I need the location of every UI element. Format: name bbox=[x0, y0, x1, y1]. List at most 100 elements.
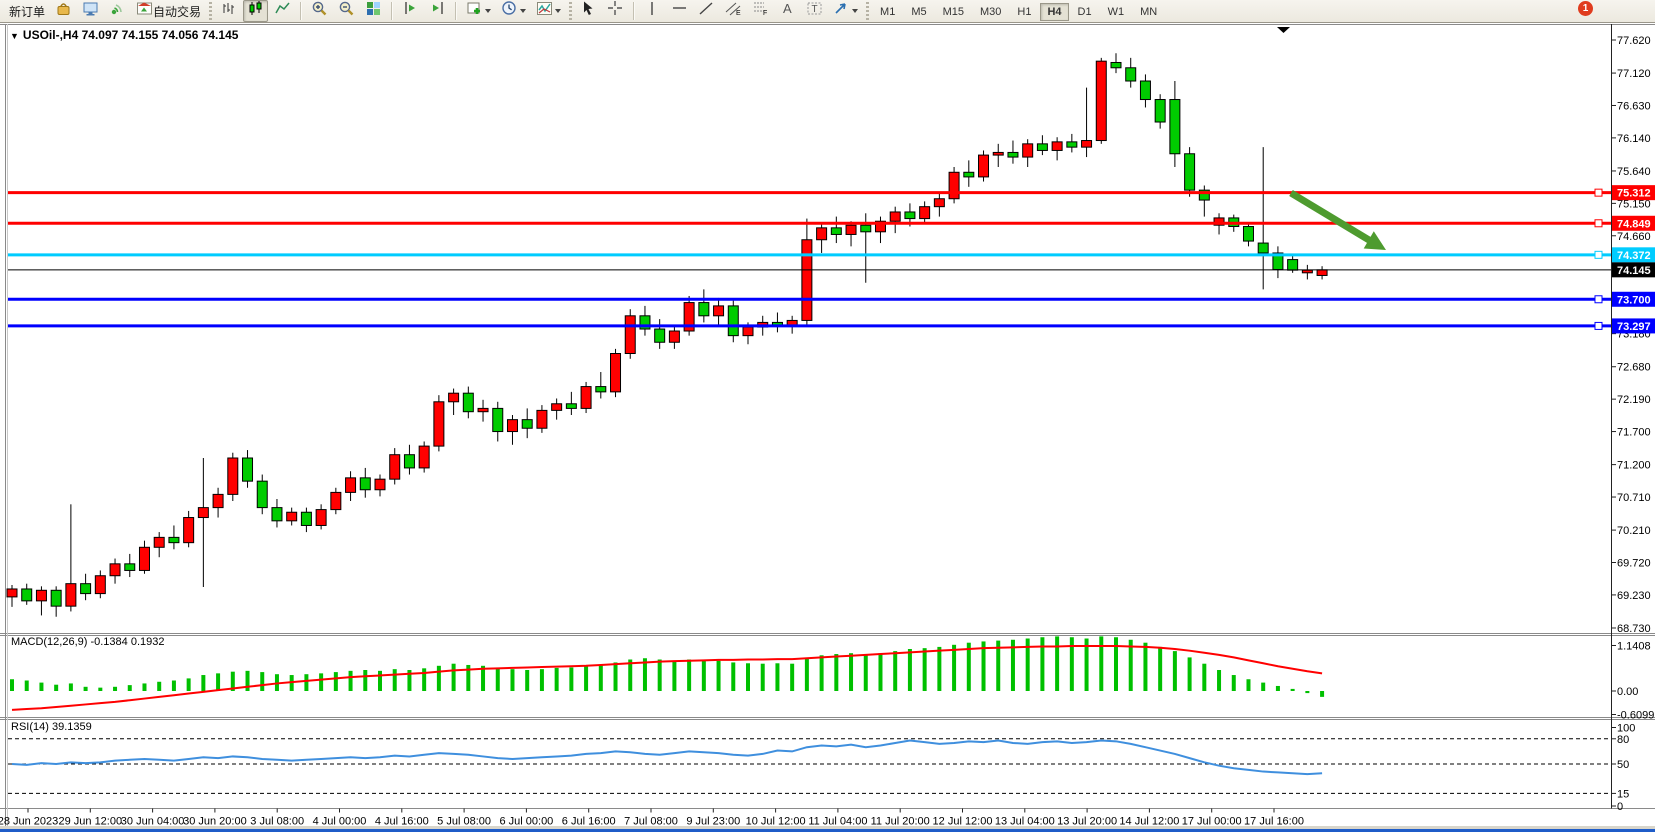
candle-body bbox=[506, 419, 518, 433]
toolbar-separator bbox=[633, 2, 636, 20]
timeframe-M15[interactable]: M15 bbox=[942, 6, 964, 18]
candle-body bbox=[1184, 153, 1196, 191]
level-line-handle bbox=[1594, 321, 1603, 330]
time-label: 13 Jul 20:00 bbox=[1057, 816, 1117, 828]
timeframe-H1[interactable]: H1 bbox=[1017, 6, 1032, 18]
fibonacci-button[interactable]: F bbox=[748, 0, 773, 22]
tile-windows-button[interactable] bbox=[361, 0, 386, 22]
timeframe-D1[interactable]: D1 bbox=[1077, 6, 1092, 18]
timeframe-H4[interactable]: H4 bbox=[1040, 3, 1069, 21]
candle-body bbox=[138, 546, 150, 571]
candle-body bbox=[1139, 80, 1151, 101]
indicators-button[interactable] bbox=[532, 0, 565, 22]
macd-signal-line bbox=[11, 645, 1323, 711]
chart-shift-button[interactable] bbox=[398, 0, 423, 22]
candle-body bbox=[565, 403, 577, 409]
timeframe-M30[interactable]: M30 bbox=[980, 6, 1002, 18]
timeframe-W1[interactable]: W1 bbox=[1107, 6, 1125, 18]
candlestick-chart-icon bbox=[247, 0, 264, 22]
macd-bar bbox=[760, 663, 765, 691]
candle-body bbox=[1110, 61, 1122, 69]
time-label: 9 Jul 23:00 bbox=[686, 816, 740, 828]
market-button[interactable] bbox=[51, 0, 76, 22]
candle-body bbox=[300, 511, 312, 526]
timeframe-MN[interactable]: MN bbox=[1140, 6, 1158, 18]
text-label-icon: T bbox=[806, 0, 823, 22]
chart-svg[interactable]: 77.620 77.120 76.630 76.140 75.640 75.150 74.6… bbox=[0, 24, 1655, 832]
fibonacci-icon: F bbox=[752, 0, 769, 22]
svg-text:69.230: 69.230 bbox=[1617, 590, 1651, 602]
auto-trading-button[interactable]: 自动交易 bbox=[132, 0, 205, 22]
horizontal-line-icon bbox=[671, 0, 688, 22]
chart-window[interactable]: 77.620 77.120 76.630 76.140 75.640 75.150 74.6… bbox=[0, 24, 1655, 832]
zoom-in-button[interactable] bbox=[307, 0, 332, 22]
level-line-handle bbox=[1594, 219, 1603, 228]
candle-body bbox=[963, 171, 975, 178]
auto-scroll-button[interactable] bbox=[425, 0, 450, 22]
trend-arrow-annotation[interactable] bbox=[1289, 190, 1386, 250]
macd-bar bbox=[642, 658, 647, 691]
level-line-handle bbox=[1594, 188, 1603, 197]
horizontal-line-button[interactable] bbox=[667, 0, 692, 22]
timeframe-M5[interactable]: M5 bbox=[911, 6, 927, 18]
svg-text:74.660: 74.660 bbox=[1617, 231, 1651, 243]
signals-button[interactable] bbox=[105, 0, 130, 22]
arrows-button[interactable] bbox=[829, 0, 862, 22]
macd-bar bbox=[1010, 639, 1015, 691]
macd-bar bbox=[849, 653, 854, 691]
price-axis[interactable]: 77.620 77.120 76.630 76.140 75.640 75.150 74.6… bbox=[1611, 35, 1655, 635]
periods-button[interactable] bbox=[497, 0, 530, 22]
macd-bar bbox=[378, 670, 382, 691]
candle-body bbox=[50, 589, 62, 607]
macd-bar bbox=[1172, 651, 1177, 691]
timeframe-M1[interactable]: M1 bbox=[880, 6, 896, 18]
svg-text:0: 0 bbox=[1617, 801, 1623, 813]
macd-bar bbox=[230, 671, 235, 691]
timeframe-group: M1 M5 M15 M30 H1 H4 D1 W1 MN bbox=[872, 2, 1165, 21]
candle-body bbox=[595, 386, 607, 393]
svg-text:77.620: 77.620 bbox=[1617, 35, 1651, 47]
macd-bar bbox=[171, 680, 176, 691]
vertical-line-button[interactable] bbox=[640, 0, 665, 22]
macd-bar bbox=[1158, 646, 1163, 691]
svg-text:15: 15 bbox=[1617, 788, 1629, 800]
toolbar-grip bbox=[866, 2, 870, 20]
notification-badge[interactable]: 1 bbox=[1578, 1, 1593, 16]
macd-bar bbox=[113, 686, 118, 691]
macd-bar bbox=[1055, 636, 1060, 691]
candle-body bbox=[624, 315, 636, 355]
candle-body bbox=[153, 536, 165, 548]
candle-body bbox=[727, 305, 739, 337]
line-chart-button[interactable] bbox=[270, 0, 295, 22]
text-button[interactable]: A bbox=[775, 0, 800, 22]
candlestick-chart-button[interactable] bbox=[243, 0, 269, 22]
macd-bar bbox=[1261, 682, 1266, 691]
text-label-button[interactable]: T bbox=[802, 0, 827, 22]
chart-menu-triangle-icon[interactable]: ▼ bbox=[10, 31, 19, 41]
equidistant-channel-button[interactable]: E bbox=[721, 0, 746, 22]
time-label: 7 Jul 08:00 bbox=[624, 816, 678, 828]
time-label: 4 Jul 00:00 bbox=[313, 816, 367, 828]
bar-chart-button[interactable] bbox=[216, 0, 241, 22]
crosshair-button[interactable] bbox=[603, 0, 628, 22]
cursor-button[interactable] bbox=[576, 0, 601, 22]
time-label: 30 Jun 04:00 bbox=[121, 816, 185, 828]
macd-bar bbox=[716, 660, 721, 691]
candle-body bbox=[183, 517, 195, 544]
time-label: 17 Jul 16:00 bbox=[1244, 816, 1304, 828]
macd-bar bbox=[966, 642, 971, 691]
svg-text:E: E bbox=[736, 10, 741, 17]
new-chart-button[interactable] bbox=[462, 0, 495, 22]
macd-bar bbox=[319, 673, 324, 691]
zoom-out-button[interactable] bbox=[334, 0, 359, 22]
virtual-hosting-button[interactable] bbox=[78, 0, 103, 22]
new-order-button[interactable]: 新订单 bbox=[5, 0, 49, 22]
candle-body bbox=[1169, 99, 1181, 155]
macd-bar bbox=[1128, 639, 1133, 691]
symbol-ohlc-text: USOil-,H4 74.097 74.155 74.056 74.145 bbox=[22, 28, 239, 42]
candle-body bbox=[1213, 217, 1225, 226]
trendline-button[interactable] bbox=[694, 0, 719, 22]
level-line-handle bbox=[1594, 295, 1603, 304]
candle-body bbox=[345, 477, 357, 493]
